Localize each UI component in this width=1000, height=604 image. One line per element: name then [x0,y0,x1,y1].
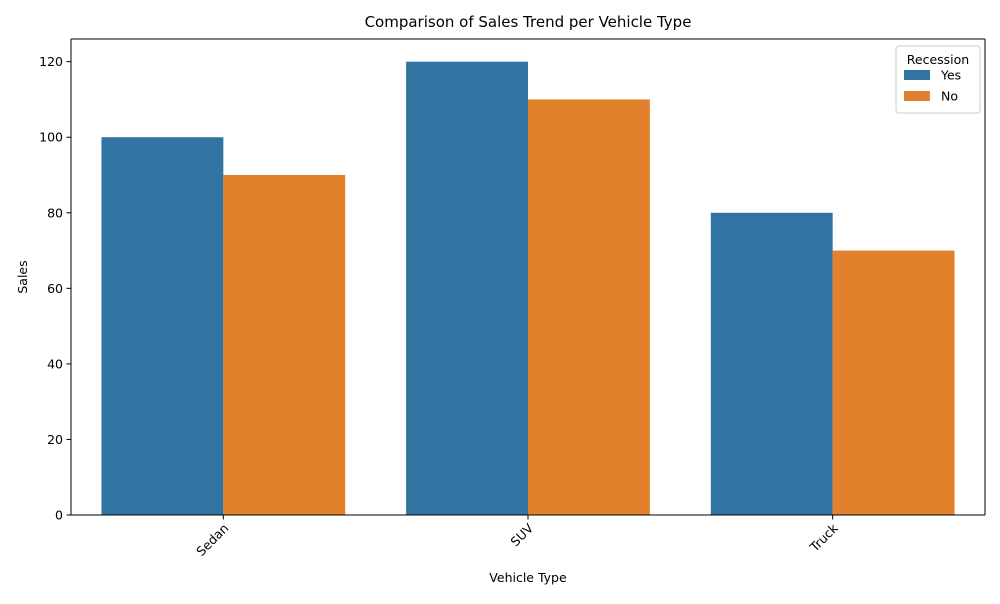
legend: Recession Yes No [895,45,981,114]
y-tick-label: 80 [47,205,63,220]
bar-suv-no [528,99,650,515]
bar-truck-yes [710,212,833,515]
y-axis-ticks: 0 20 40 60 80 100 120 [39,54,71,523]
bar-suv-yes [406,61,528,516]
x-axis-ticks: Sedan SUV Truck [193,515,841,559]
x-axis-label: Vehicle Type [489,570,567,585]
x-tick-label: SUV [507,520,536,549]
legend-swatch-no [904,91,930,101]
y-tick-label: 40 [47,356,63,371]
y-tick-label: 100 [39,130,63,145]
y-axis-label: Sales [15,260,30,293]
chart-title: Comparison of Sales Trend per Vehicle Ty… [365,13,692,31]
y-tick-label: 120 [39,54,63,69]
x-tick-label: Truck [806,520,841,555]
bar-sedan-no [223,175,346,515]
plot-area [70,38,986,516]
y-tick-label: 0 [55,508,63,523]
bar-sedan-yes [101,137,224,515]
legend-swatch-yes [904,70,930,80]
x-tick-label: Sedan [193,521,231,559]
y-tick-label: 60 [47,281,63,296]
legend-label-no: No [941,89,958,104]
bar-truck-no [832,250,955,515]
y-tick-label: 20 [47,432,63,447]
legend-title: Recession [907,52,969,67]
legend-items: Yes No [904,68,961,104]
legend-label-yes: Yes [940,68,961,83]
